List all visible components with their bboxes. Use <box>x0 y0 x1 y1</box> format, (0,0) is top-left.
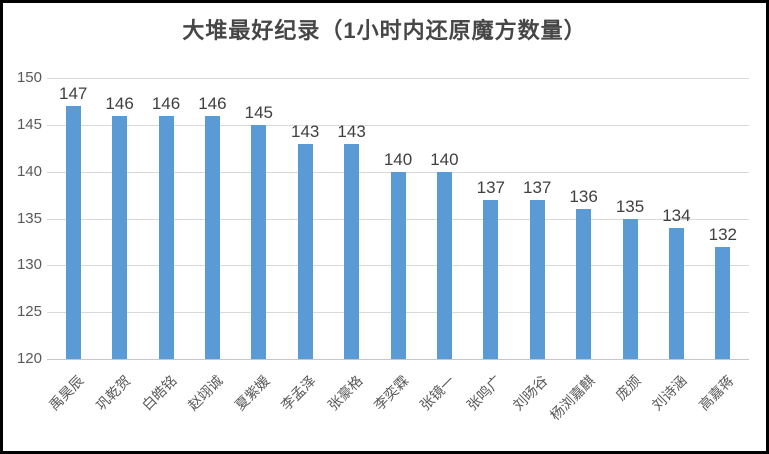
bar-value-label: 137 <box>523 177 552 197</box>
x-axis-category-label: 张鸣广 <box>463 372 505 414</box>
y-axis-tick-label: 120 <box>16 350 42 367</box>
bar-value-label: 143 <box>337 121 366 141</box>
x-axis-category-label: 巩乾贺 <box>92 372 134 414</box>
bar <box>297 143 313 359</box>
x-axis-category-label: 刘诗涵 <box>649 372 691 414</box>
x-axis-category-label: 张镜一 <box>417 372 459 414</box>
bar-value-label: 132 <box>708 224 737 244</box>
bar <box>668 227 684 359</box>
bar <box>576 209 592 359</box>
bar-value-label: 134 <box>662 205 691 225</box>
bar <box>715 246 731 359</box>
y-axis-tick-label: 145 <box>16 115 42 133</box>
bar <box>529 199 545 359</box>
chart-title: 大堆最好纪录（1小时内还原魔方数量） <box>182 18 587 43</box>
x-axis-category-label: 庞颁 <box>612 372 644 404</box>
x-axis-category-label: 李孟泽 <box>277 372 319 414</box>
y-axis-tick-label: 140 <box>16 162 42 180</box>
y-axis-tick-label: 135 <box>16 209 42 227</box>
y-axis-tick-label: 150 <box>16 69 42 86</box>
bar-value-label: 135 <box>615 196 645 216</box>
bar <box>112 115 128 359</box>
bar <box>483 199 499 359</box>
x-axis-category-label: 禹昊辰 <box>45 372 87 414</box>
x-axis-category-label: 白皓铭 <box>138 372 180 414</box>
bar-value-label: 147 <box>59 84 88 104</box>
x-axis-category-label: 高嘉蒋 <box>695 372 737 414</box>
bar-value-label: 146 <box>198 93 227 113</box>
bar-value-label: 143 <box>291 121 320 141</box>
bar <box>251 124 267 359</box>
gridline <box>47 78 749 79</box>
bar-value-label: 140 <box>383 149 413 169</box>
gridline <box>47 359 749 360</box>
bar <box>344 143 360 359</box>
bar-value-label: 140 <box>430 149 459 169</box>
y-axis-tick-label: 130 <box>16 256 42 274</box>
bar <box>436 171 452 359</box>
x-axis-category-label: 张豪格 <box>324 372 366 414</box>
bar-value-label: 145 <box>244 102 273 122</box>
bar-value-label: 146 <box>105 93 134 113</box>
x-axis-category-label: 夏紫媛 <box>231 372 273 414</box>
bar <box>390 171 406 359</box>
bar <box>65 106 81 359</box>
bar <box>622 218 638 359</box>
bar <box>158 115 174 359</box>
x-axis-category-label: 赵翊诚 <box>185 372 227 414</box>
gridline <box>47 124 749 126</box>
y-axis-tick-label: 125 <box>16 303 42 321</box>
x-axis-category-label: 李奕霖 <box>370 372 412 414</box>
x-axis-category-label: 杨浏嘉麒 <box>546 372 598 424</box>
bar-value-label: 137 <box>476 177 505 197</box>
bar-value-label: 146 <box>151 93 181 113</box>
x-axis-category-label: 刘旸谷 <box>509 372 551 414</box>
bar <box>204 115 220 359</box>
bar-value-label: 136 <box>569 187 598 207</box>
